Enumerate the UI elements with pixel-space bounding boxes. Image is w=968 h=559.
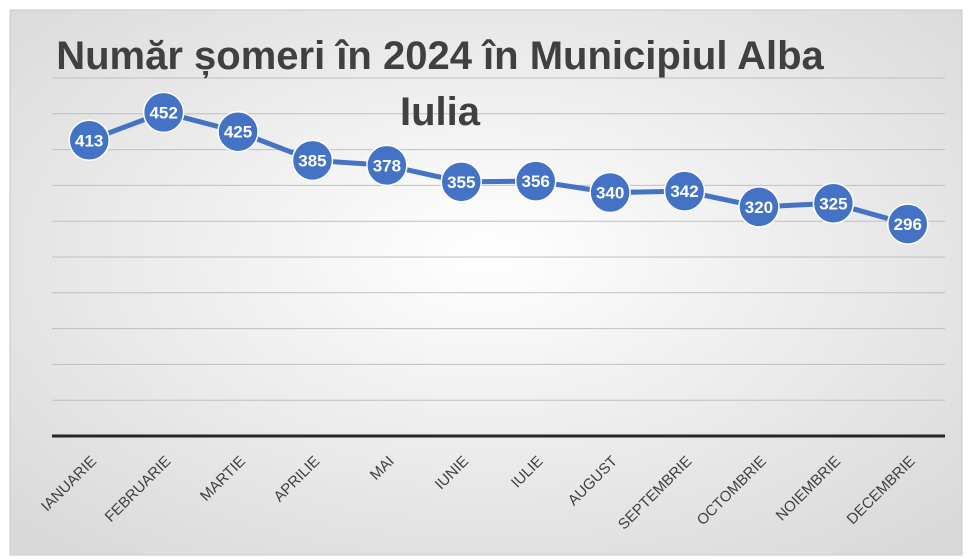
data-label: 342 bbox=[670, 182, 698, 201]
data-label: 325 bbox=[819, 194, 847, 213]
data-point bbox=[68, 119, 110, 162]
chart-title: Număr șomeri în 2024 în Municipiul Alba … bbox=[56, 34, 824, 134]
data-label: 320 bbox=[745, 198, 773, 217]
data-point bbox=[738, 186, 780, 228]
data-point bbox=[663, 170, 706, 212]
data-label: 378 bbox=[373, 156, 401, 175]
data-label: 385 bbox=[298, 151, 326, 170]
data-label: 296 bbox=[894, 215, 922, 234]
data-label: 356 bbox=[522, 172, 550, 191]
data-label: 355 bbox=[447, 173, 475, 192]
data-label: 452 bbox=[149, 103, 177, 122]
data-label: 413 bbox=[75, 131, 103, 150]
data-point bbox=[291, 139, 334, 182]
data-label: 340 bbox=[596, 184, 624, 203]
data-point bbox=[142, 91, 185, 134]
data-point bbox=[589, 171, 631, 214]
data-point bbox=[217, 110, 259, 153]
data-point bbox=[514, 160, 557, 202]
data-point bbox=[887, 203, 929, 245]
data-point bbox=[812, 182, 855, 225]
data-point bbox=[366, 144, 408, 187]
data-point bbox=[440, 161, 483, 203]
data-label: 425 bbox=[224, 123, 252, 142]
